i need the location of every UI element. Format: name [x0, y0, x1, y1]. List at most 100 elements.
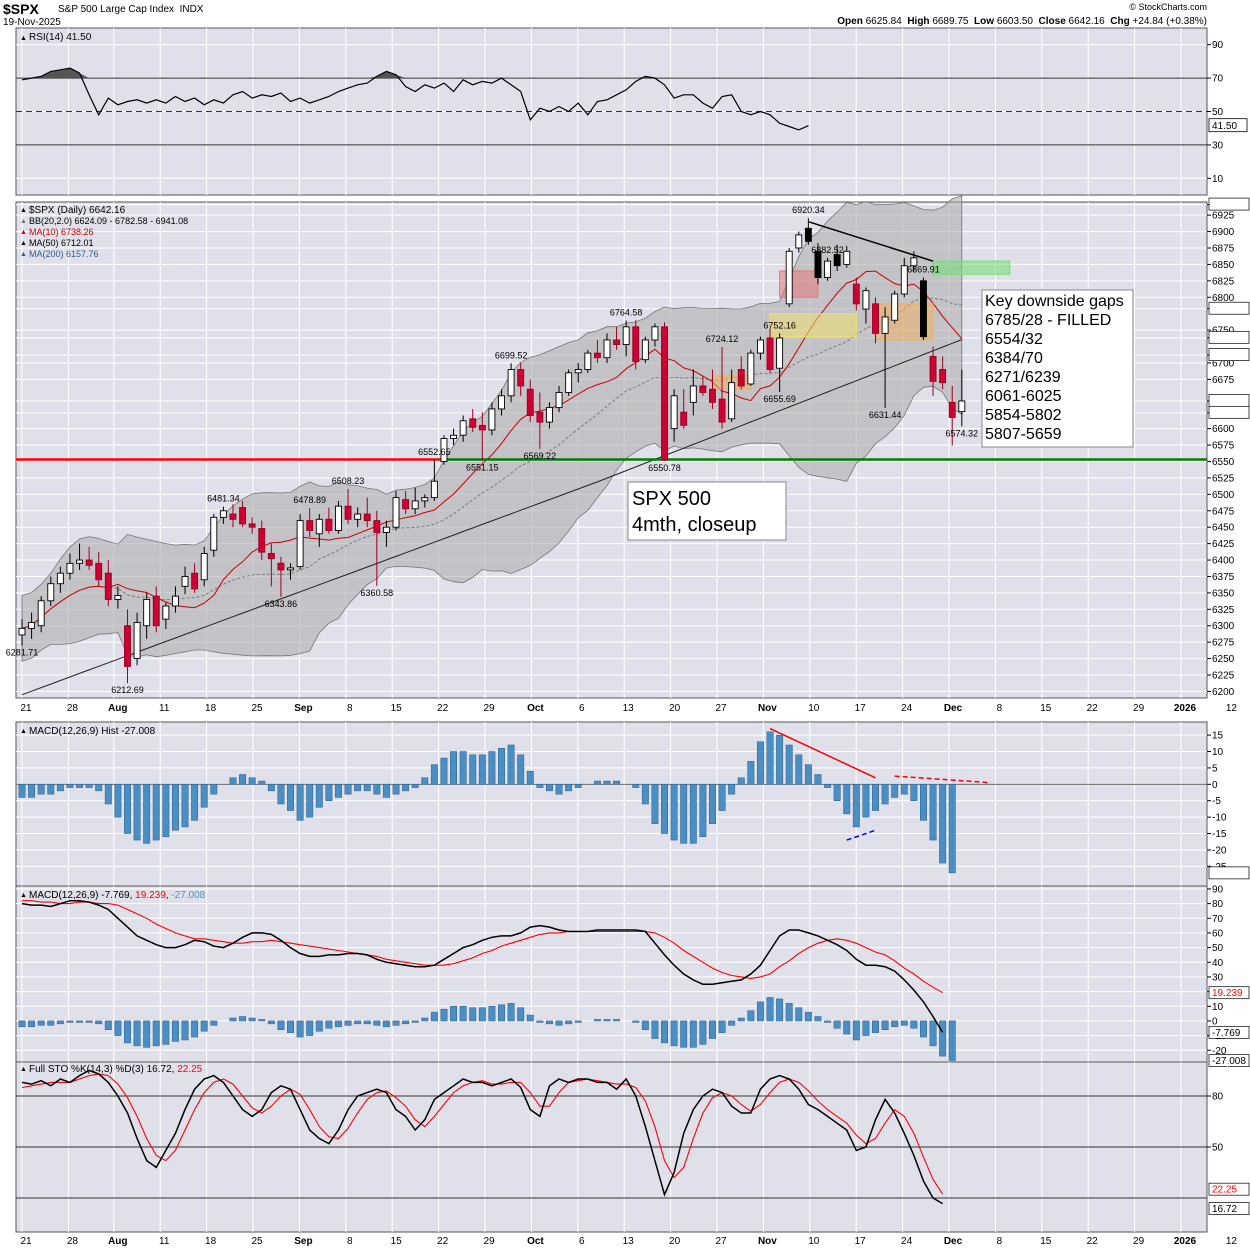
macd-hist-bar — [430, 1011, 438, 1022]
candle-body — [900, 265, 908, 295]
hist-bar — [776, 734, 784, 785]
annotation-line: 5854-5802 — [985, 407, 1062, 424]
macd-panel-frame — [15, 885, 1208, 1063]
candle-body — [622, 326, 630, 346]
macd-hist-bar — [939, 1020, 947, 1057]
price-panel-ytick-label: 6800 — [1212, 293, 1235, 304]
x-axis-label: 6 — [579, 1236, 585, 1247]
price-point-label: 6655.69 — [763, 394, 796, 404]
hist-bar — [929, 784, 937, 841]
hist-bar — [239, 774, 247, 785]
candle-body — [344, 505, 352, 520]
macd-badge-value: -27.008 — [1212, 1056, 1246, 1067]
macd-hist-bar — [843, 1020, 851, 1035]
x-axis-label: 8 — [997, 703, 1003, 714]
candle-body — [526, 388, 534, 416]
x-axis-label: 25 — [251, 703, 263, 714]
x-axis-label: 12 — [1226, 703, 1238, 714]
macd-hist-bar — [929, 1020, 937, 1047]
price-panel-ytick-label: 6225 — [1212, 671, 1235, 682]
candle-body — [507, 369, 515, 397]
macd-badge — [1208, 1025, 1250, 1039]
ticker-symbol: $SPX — [3, 1, 39, 17]
macd-panel-ytick-label: 10 — [1212, 1002, 1224, 1013]
hist-bar — [325, 784, 333, 801]
hist-bar — [593, 780, 601, 785]
hist-bar — [478, 754, 486, 785]
hist-bar — [910, 784, 918, 801]
candle-body — [191, 572, 199, 590]
hist-bar — [258, 780, 266, 785]
rsi-triangle-icon: ▲ — [20, 35, 27, 42]
sto-badge-value: 16.72 — [1212, 1204, 1237, 1215]
sto-triangle-icon: ▲ — [20, 1066, 27, 1073]
open-value: 6625.84 — [865, 16, 902, 27]
macd-badge — [1208, 1054, 1250, 1067]
macd-hist-bar — [363, 1020, 371, 1025]
candle-body — [267, 553, 275, 560]
price-panel-ytick-label: 6900 — [1212, 227, 1235, 238]
hist-bar — [833, 784, 841, 801]
macd-hist-bar — [258, 1019, 266, 1022]
macd-panel-ytick-label: -20 — [1212, 1046, 1227, 1057]
price-panel: 6941.086925690068756850682568006782.5867… — [6, 195, 1250, 699]
macd-hist-bar — [699, 1020, 707, 1045]
high-value: 6689.75 — [932, 16, 969, 27]
hist-bar — [632, 784, 640, 788]
hist-bar — [498, 747, 505, 785]
hist-bar — [804, 764, 812, 785]
macd-hist-bar — [661, 1020, 668, 1044]
candle-body — [28, 622, 36, 629]
macd-hist-bar — [124, 1020, 131, 1044]
hist-bar — [814, 774, 822, 785]
macd-hist-bar — [536, 1020, 544, 1023]
annotation-line: Key downside gaps — [985, 293, 1124, 310]
price-triangle-icon: ▲ — [20, 207, 27, 214]
candle-body — [517, 369, 525, 387]
macd-hist-bar — [709, 1020, 716, 1039]
candle-body — [411, 500, 419, 510]
hist-bar — [469, 754, 477, 785]
hist-bar — [47, 784, 55, 795]
macd-hist-bar — [181, 1020, 189, 1041]
candle-body — [756, 339, 764, 354]
macd-hist-bar — [478, 1007, 486, 1022]
candle-body — [709, 388, 716, 403]
hist-bar — [709, 784, 716, 824]
price-panel-ytick-label: 6500 — [1212, 490, 1235, 501]
macd-hist-bar — [76, 1020, 83, 1023]
x-axis-label: 13 — [623, 703, 635, 714]
candle-body — [920, 280, 927, 338]
hist-bar — [296, 784, 304, 821]
candle-body — [37, 600, 45, 627]
annotation-line: 6061-6025 — [985, 388, 1062, 405]
hist-bar — [181, 784, 189, 828]
candle-body — [373, 520, 381, 533]
x-axis-label: Sep — [294, 1236, 312, 1247]
title-box-line: SPX 500 — [632, 488, 711, 510]
annotation-line: 5807-5659 — [985, 426, 1062, 443]
macd-hist-bar — [56, 1020, 64, 1025]
macd-hist-bar — [920, 1020, 927, 1038]
macd-hist-bar — [651, 1020, 659, 1039]
macd-hist-bar — [948, 1020, 956, 1061]
hist-bar — [18, 784, 26, 798]
macd-hist-bar — [411, 1020, 419, 1023]
x-axis-label: Nov — [758, 1236, 777, 1247]
x-axis-label: 29 — [483, 703, 495, 714]
macd-hist-bar — [440, 1008, 448, 1022]
x-axis-label: 20 — [669, 1236, 681, 1247]
candle-body — [699, 385, 707, 393]
legend-entry: MA(50) 6712.01 — [29, 238, 94, 248]
x-axis-label: 15 — [391, 1236, 403, 1247]
hist-bar — [661, 784, 668, 834]
macd-hist-bar — [421, 1017, 429, 1022]
price-panel-ytick-label: 6325 — [1212, 605, 1235, 616]
macd-panel-ytick-label: 80 — [1212, 899, 1224, 910]
hist-bar — [191, 784, 199, 821]
macd-hist-bar — [306, 1020, 314, 1036]
sto-title: Full STO %K(14,3) %D(3) 16.72, 22.25 — [29, 1064, 203, 1075]
hist-bar — [488, 751, 496, 785]
macd-triangle-icon: ▲ — [20, 892, 27, 899]
